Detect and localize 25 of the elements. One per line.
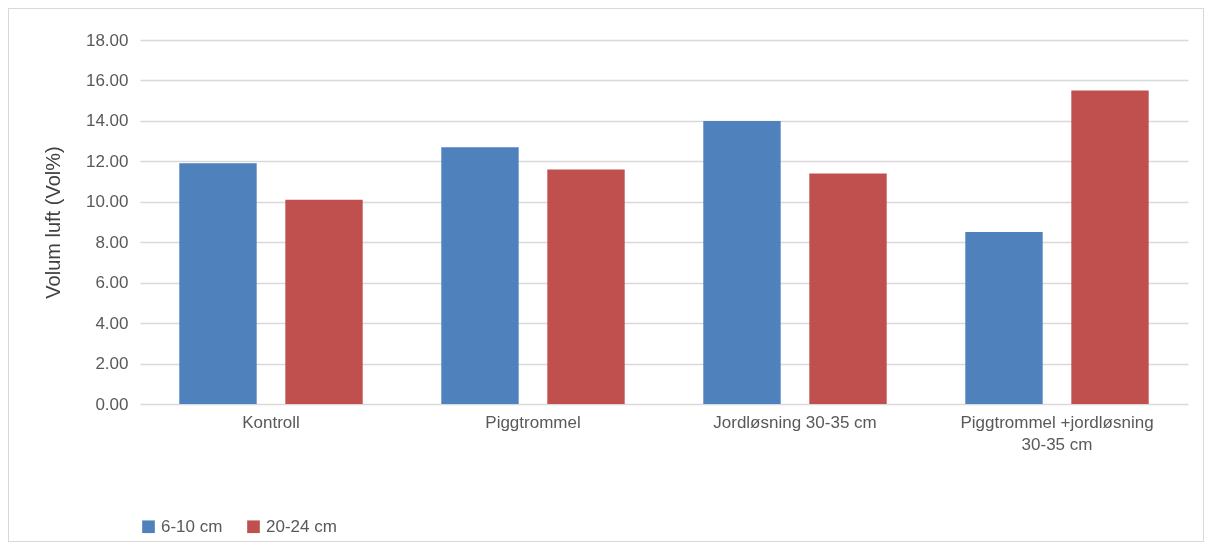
bar xyxy=(809,173,887,404)
y-tick-label: 16.00 xyxy=(85,70,129,90)
y-tick-label: 10.00 xyxy=(85,192,129,212)
bar xyxy=(179,163,257,404)
x-tick-label: Piggtrommel xyxy=(485,412,581,432)
y-tick-label: 8.00 xyxy=(95,232,129,252)
x-tick-label: Kontroll xyxy=(242,412,300,432)
bar xyxy=(441,147,519,404)
x-tick-label: Jordløsning 30-35 cm xyxy=(713,412,877,432)
bar xyxy=(965,232,1043,404)
bar xyxy=(703,120,781,404)
y-tick-label: 12.00 xyxy=(85,151,129,171)
legend-label: 20-24 cm xyxy=(266,516,337,536)
y-tick-label: 18.00 xyxy=(85,30,129,50)
y-tick-label: 2.00 xyxy=(95,354,129,374)
y-axis-title: Volum luft (Vol%) xyxy=(41,146,64,299)
bar xyxy=(285,199,363,404)
y-tick-label: 0.00 xyxy=(95,394,129,414)
bar xyxy=(547,169,625,404)
y-tick-label: 14.00 xyxy=(85,111,129,131)
legend-label: 6-10 cm xyxy=(161,516,223,536)
x-tick-label: Piggtrommel +jordløsning 30-35 cm xyxy=(960,412,1154,454)
y-tick-label: 4.00 xyxy=(95,313,129,333)
bar xyxy=(1071,90,1149,404)
y-tick-label: 6.00 xyxy=(95,273,129,293)
